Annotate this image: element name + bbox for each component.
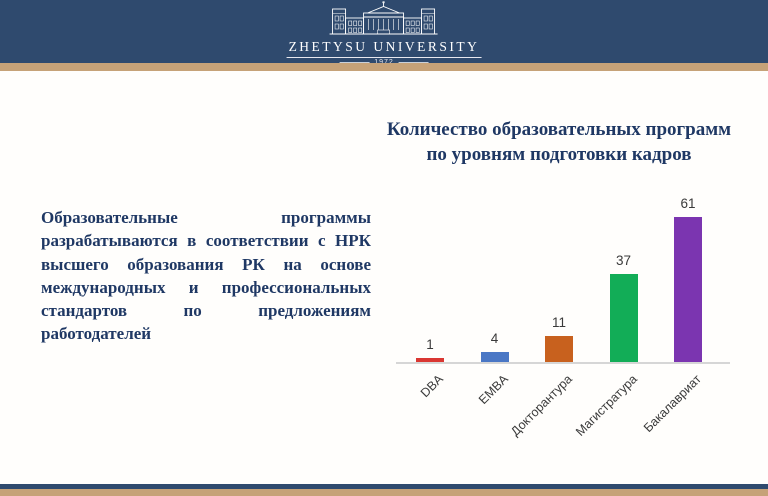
university-established-year: 1972 xyxy=(374,59,394,66)
bar-value-label: 37 xyxy=(615,253,632,269)
bar-value-label: 61 xyxy=(680,196,696,211)
bar-category-label: Бакалавриат xyxy=(640,372,704,435)
bar-value-label: 11 xyxy=(551,314,566,330)
bar-category-label: Магистратура xyxy=(572,372,640,439)
bar-category-label: DBA xyxy=(417,372,446,401)
x-axis-line xyxy=(396,362,730,364)
university-name: ZHETYSU UNIVERSITY xyxy=(286,39,482,58)
year-right-rule xyxy=(398,61,429,63)
bar-chart: 1 DBA 4 EMBA 11 Докторантура 37 Магистратура 61 Б… xyxy=(388,190,748,480)
bar-1 xyxy=(416,358,444,362)
bar-category-label: EMBA xyxy=(475,372,511,407)
header-banner: ZHETYSU UNIVERSITY 1972 xyxy=(0,0,768,66)
header-accent-strip xyxy=(0,63,768,71)
footer-accent-strip xyxy=(0,489,768,496)
footer-navy-strip xyxy=(0,484,768,489)
body-paragraph: Образовательные программы разрабатываютс… xyxy=(41,208,371,344)
bar-category-label: Докторантура xyxy=(508,372,575,439)
chart-title: Количество образовательных программ по у… xyxy=(386,119,732,165)
bar-5 xyxy=(674,217,702,362)
university-building-icon xyxy=(330,1,438,35)
university-logo: ZHETYSU UNIVERSITY 1972 xyxy=(286,1,482,66)
bar-value-label: 1 xyxy=(426,337,434,352)
year-left-rule xyxy=(339,61,370,63)
university-year-row: 1972 xyxy=(339,59,429,66)
bar-2 xyxy=(480,352,509,362)
bar-4 xyxy=(609,274,638,362)
bar-value-label: 4 xyxy=(490,331,499,347)
bar-3 xyxy=(545,335,573,362)
